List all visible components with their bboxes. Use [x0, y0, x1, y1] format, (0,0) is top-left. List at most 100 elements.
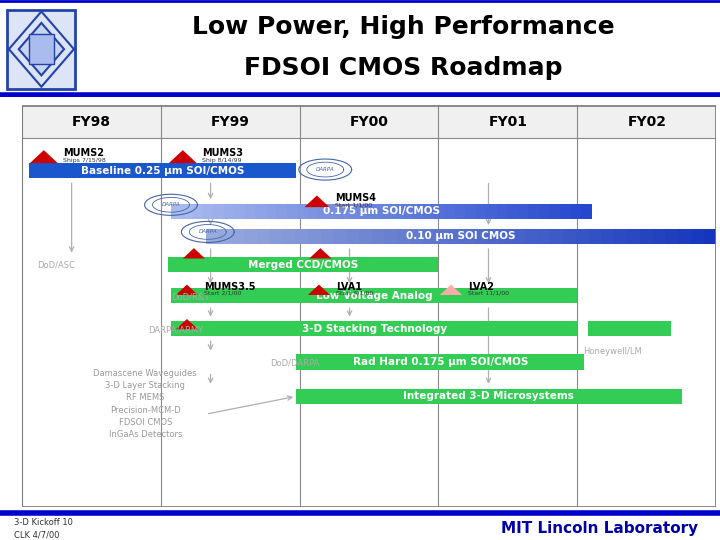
Bar	[287, 204, 298, 219]
Text: MUMS2: MUMS2	[63, 147, 104, 158]
Bar	[402, 204, 413, 219]
Bar	[476, 204, 487, 219]
Bar	[549, 204, 560, 219]
Bar	[244, 229, 258, 244]
Text: Ships 7/15/98: Ships 7/15/98	[63, 158, 106, 163]
Bar	[518, 204, 529, 219]
Bar	[297, 204, 308, 219]
Text: MIT Lincoln Laboratory: MIT Lincoln Laboratory	[501, 521, 698, 536]
Bar	[413, 204, 424, 219]
Text: Start 2/1/00: Start 2/1/00	[204, 291, 241, 295]
Text: Ship 8/14/99: Ship 8/14/99	[202, 158, 242, 163]
Bar	[171, 288, 577, 303]
Bar	[171, 321, 577, 336]
Bar	[550, 229, 564, 244]
Bar	[423, 204, 434, 219]
Bar	[525, 229, 539, 244]
Text: MUMS4: MUMS4	[335, 193, 376, 202]
Bar	[538, 229, 551, 244]
Bar	[665, 229, 679, 244]
Text: Low Voltage Analog: Low Voltage Analog	[316, 291, 433, 301]
Bar	[192, 204, 203, 219]
Polygon shape	[30, 150, 58, 163]
Bar	[560, 204, 571, 219]
Bar	[307, 204, 319, 219]
Bar	[576, 229, 590, 244]
Bar	[539, 204, 550, 219]
Text: DARPA: DARPA	[161, 202, 180, 207]
Bar	[512, 229, 526, 244]
Text: FY01: FY01	[488, 115, 528, 129]
Polygon shape	[176, 319, 198, 329]
Text: Damascene Waveguides: Damascene Waveguides	[94, 369, 197, 378]
Bar	[397, 229, 410, 244]
Bar	[486, 204, 498, 219]
Bar	[487, 229, 500, 244]
Bar	[245, 204, 256, 219]
Bar	[497, 204, 508, 219]
Bar	[640, 229, 653, 244]
Bar	[581, 204, 592, 219]
Bar	[384, 229, 398, 244]
Text: 3-D Kickoff 10
CLK 4/7/00: 3-D Kickoff 10 CLK 4/7/00	[14, 518, 73, 539]
Bar	[410, 229, 423, 244]
Bar	[29, 34, 54, 64]
Bar	[22, 106, 716, 138]
Bar	[320, 229, 334, 244]
Bar	[296, 389, 682, 404]
Bar	[461, 229, 474, 244]
Text: FY98: FY98	[71, 115, 111, 129]
Text: Rad Hard 0.175 μm SOI/CMOS: Rad Hard 0.175 μm SOI/CMOS	[353, 357, 528, 367]
Bar	[627, 229, 641, 244]
Polygon shape	[19, 23, 64, 76]
Text: Low Power, High Performance: Low Power, High Performance	[192, 15, 614, 39]
Bar	[350, 204, 361, 219]
Bar	[359, 229, 372, 244]
Bar	[282, 229, 296, 244]
Text: RF MEMS: RF MEMS	[126, 394, 164, 402]
Text: FDSOI CMOS Roadmap: FDSOI CMOS Roadmap	[244, 56, 562, 80]
Bar	[528, 204, 539, 219]
Bar	[436, 229, 449, 244]
Bar	[371, 204, 382, 219]
Bar	[588, 321, 671, 336]
Bar	[423, 229, 436, 244]
Bar	[266, 204, 276, 219]
Text: MUMS3: MUMS3	[202, 147, 243, 158]
Text: Baseline 0.25 μm SOI/CMOS: Baseline 0.25 μm SOI/CMOS	[81, 166, 244, 176]
Bar	[455, 204, 466, 219]
Text: DARPA: DARPA	[316, 167, 335, 172]
Bar	[500, 229, 513, 244]
Bar	[213, 204, 224, 219]
Text: 3-D Layer Stacking: 3-D Layer Stacking	[105, 381, 185, 390]
Bar	[465, 204, 477, 219]
Bar	[333, 229, 347, 244]
Bar	[601, 229, 615, 244]
Bar	[29, 163, 296, 178]
Text: DoD/DARPA: DoD/DARPA	[270, 358, 320, 367]
Polygon shape	[176, 285, 198, 295]
Bar	[218, 229, 232, 244]
Bar	[339, 204, 351, 219]
Text: DoD/R&T: DoD/R&T	[171, 292, 210, 301]
Text: Integrated 3-D Microsystems: Integrated 3-D Microsystems	[403, 392, 575, 401]
Polygon shape	[440, 285, 462, 295]
Bar	[202, 204, 214, 219]
Bar	[276, 204, 287, 219]
Text: FDSOI CMOS: FDSOI CMOS	[119, 418, 172, 427]
Bar	[691, 229, 704, 244]
Text: 0.175 μm SOI/CMOS: 0.175 μm SOI/CMOS	[323, 206, 440, 217]
Bar	[449, 229, 462, 244]
Polygon shape	[310, 248, 331, 259]
Text: FY99: FY99	[211, 115, 249, 129]
Bar	[206, 229, 219, 244]
Polygon shape	[183, 248, 205, 259]
Polygon shape	[305, 195, 329, 207]
Bar	[678, 229, 692, 244]
Bar	[223, 204, 235, 219]
Bar	[257, 229, 270, 244]
Polygon shape	[308, 285, 330, 295]
Bar	[508, 204, 518, 219]
Text: InGaAs Detectors: InGaAs Detectors	[109, 430, 182, 439]
Text: Start 11/1/00: Start 11/1/00	[468, 291, 508, 295]
